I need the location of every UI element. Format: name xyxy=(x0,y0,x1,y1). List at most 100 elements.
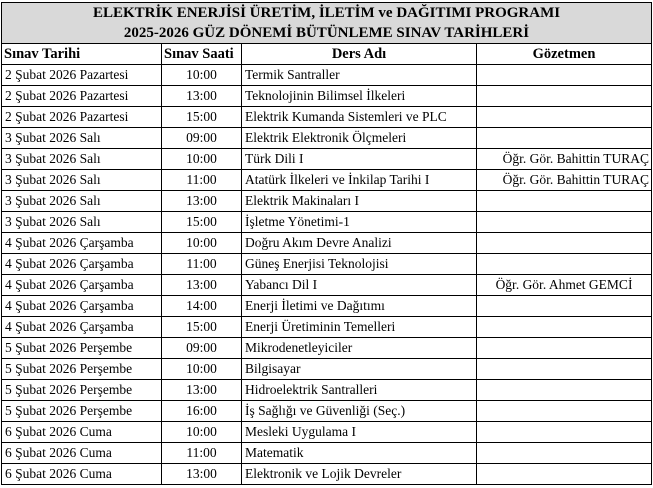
cell-time: 10:00 xyxy=(161,358,242,380)
cell-proctor xyxy=(475,85,653,107)
cell-proctor xyxy=(475,190,653,212)
cell-course: Bilgisayar xyxy=(241,358,477,380)
cell-date: 6 Şubat 2026 Cuma xyxy=(1,442,162,464)
cell-proctor xyxy=(475,232,653,254)
table-row: 6 Şubat 2026 Cuma 10:00 Mesleki Uygulama I xyxy=(1,421,653,443)
cell-course: İşletme Yönetimi-1 xyxy=(241,211,477,233)
table-row: 6 Şubat 2026 Cuma 13:00 Elektronik ve Loji… xyxy=(1,463,653,485)
cell-time: 11:00 xyxy=(161,442,242,464)
cell-proctor xyxy=(475,106,653,128)
cell-date: 4 Şubat 2026 Çarşamba xyxy=(1,274,162,296)
cell-proctor xyxy=(475,64,653,86)
table-row: 3 Şubat 2026 Salı 10:00 Türk Dili I Öğr. Gö… xyxy=(1,148,653,170)
cell-date: 4 Şubat 2026 Çarşamba xyxy=(1,295,162,317)
cell-time: 13:00 xyxy=(161,463,242,485)
title-line-1: ELEKTRİK ENERJİSİ ÜRETİM, İLETİM ve DAĞI… xyxy=(0,2,653,23)
table-row: 3 Şubat 2026 Salı 15:00 İşletme Yönetimi-1 xyxy=(1,211,653,233)
cell-date: 3 Şubat 2026 Salı xyxy=(1,127,162,149)
cell-date: 5 Şubat 2026 Perşembe xyxy=(1,400,162,422)
cell-time: 09:00 xyxy=(161,127,242,149)
table-row: 3 Şubat 2026 Salı 11:00 Atatürk İlkeleri v… xyxy=(1,169,653,191)
cell-time: 11:00 xyxy=(161,253,242,275)
cell-date: 3 Şubat 2026 Salı xyxy=(1,190,162,212)
cell-date: 5 Şubat 2026 Perşembe xyxy=(1,337,162,359)
cell-course: Atatürk İlkeleri ve İnkilap Tarihi I xyxy=(241,169,477,191)
cell-date: 6 Şubat 2026 Cuma xyxy=(1,421,162,443)
cell-time: 10:00 xyxy=(161,148,242,170)
cell-time: 15:00 xyxy=(161,106,242,128)
cell-course: Matematik xyxy=(241,442,477,464)
cell-proctor: Öğr. Gör. Ahmet GEMCİ xyxy=(475,274,653,296)
cell-proctor: Öğr. Gör. Bahittin TURAÇ xyxy=(475,148,653,170)
title-line-2: 2025-2026 GÜZ DÖNEMİ BÜTÜNLEME SINAV TAR… xyxy=(0,23,653,44)
cell-proctor xyxy=(475,127,653,149)
cell-time: 15:00 xyxy=(161,316,242,338)
cell-date: 4 Şubat 2026 Çarşamba xyxy=(1,253,162,275)
header-course: Ders Adı xyxy=(241,43,477,65)
cell-proctor xyxy=(475,421,653,443)
cell-time: 14:00 xyxy=(161,295,242,317)
cell-course: Türk Dili I xyxy=(241,148,477,170)
cell-proctor xyxy=(475,442,653,464)
cell-date: 3 Şubat 2026 Salı xyxy=(1,169,162,191)
cell-time: 13:00 xyxy=(161,379,242,401)
table-row: 4 Şubat 2026 Çarşamba 11:00 Güneş Enerjisi… xyxy=(1,253,653,275)
cell-time: 09:00 xyxy=(161,337,242,359)
cell-date: 5 Şubat 2026 Perşembe xyxy=(1,358,162,380)
cell-time: 13:00 xyxy=(161,274,242,296)
cell-date: 3 Şubat 2026 Salı xyxy=(1,211,162,233)
cell-proctor xyxy=(475,379,653,401)
cell-time: 13:00 xyxy=(161,85,242,107)
cell-time: 16:00 xyxy=(161,400,242,422)
cell-course: Teknolojinin Bilimsel İlkeleri xyxy=(241,85,477,107)
cell-course: Hidroelektrik Santralleri xyxy=(241,379,477,401)
cell-proctor: Öğr. Gör. Bahittin TURAÇ xyxy=(475,169,653,191)
header-time: Sınav Saati xyxy=(161,43,242,65)
table-row: 5 Şubat 2026 Perşembe 13:00 Hidroelektrik … xyxy=(1,379,653,401)
cell-course: Doğru Akım Devre Analizi xyxy=(241,232,477,254)
table-row: 2 Şubat 2026 Pazartesi 10:00 Termik Santra… xyxy=(1,64,653,86)
cell-date: 2 Şubat 2026 Pazartesi xyxy=(1,106,162,128)
cell-course: Mesleki Uygulama I xyxy=(241,421,477,443)
cell-course: Mikrodenetleyiciler xyxy=(241,337,477,359)
cell-proctor xyxy=(475,358,653,380)
cell-course: Enerji Üretiminin Temelleri xyxy=(241,316,477,338)
cell-course: Elektrik Kumanda Sistemleri ve PLC xyxy=(241,106,477,128)
cell-time: 10:00 xyxy=(161,232,242,254)
cell-course: Güneş Enerjisi Teknolojisi xyxy=(241,253,477,275)
cell-time: 13:00 xyxy=(161,190,242,212)
cell-time: 10:00 xyxy=(161,421,242,443)
table-row: 5 Şubat 2026 Perşembe 09:00 Mikrodenetleyi… xyxy=(1,337,653,359)
cell-course: Elektrik Makinaları I xyxy=(241,190,477,212)
cell-time: 10:00 xyxy=(161,64,242,86)
cell-course: Elektrik Elektronik Ölçmeleri xyxy=(241,127,477,149)
cell-proctor xyxy=(475,400,653,422)
cell-course: Yabancı Dil I xyxy=(241,274,477,296)
table-row: 4 Şubat 2026 Çarşamba 10:00 Doğru Akım Dev… xyxy=(1,232,653,254)
cell-proctor xyxy=(475,316,653,338)
cell-course: Elektronik ve Lojik Devreler xyxy=(241,463,477,485)
table-row: 2 Şubat 2026 Pazartesi 15:00 Elektrik Kuma… xyxy=(1,106,653,128)
table-row: 3 Şubat 2026 Salı 09:00 Elektrik Elektroni… xyxy=(1,127,653,149)
cell-proctor xyxy=(475,337,653,359)
cell-date: 2 Şubat 2026 Pazartesi xyxy=(1,85,162,107)
table-row: 4 Şubat 2026 Çarşamba 15:00 Enerji Üretimi… xyxy=(1,316,653,338)
cell-time: 11:00 xyxy=(161,169,242,191)
table-row: 5 Şubat 2026 Perşembe 10:00 Bilgisayar xyxy=(1,358,653,380)
cell-time: 15:00 xyxy=(161,211,242,233)
cell-date: 3 Şubat 2026 Salı xyxy=(1,148,162,170)
table-row: 5 Şubat 2026 Perşembe 16:00 İş Sağlığı ve … xyxy=(1,400,653,422)
cell-proctor xyxy=(475,211,653,233)
header-proctor: Gözetmen xyxy=(475,43,653,65)
cell-proctor xyxy=(475,463,653,485)
table-row: 3 Şubat 2026 Salı 13:00 Elektrik Makinalar… xyxy=(1,190,653,212)
cell-date: 4 Şubat 2026 Çarşamba xyxy=(1,232,162,254)
cell-course: Termik Santraller xyxy=(241,64,477,86)
cell-course: Enerji İletimi ve Dağıtımı xyxy=(241,295,477,317)
table-row: 2 Şubat 2026 Pazartesi 13:00 Teknolojinin … xyxy=(1,85,653,107)
cell-course: İş Sağlığı ve Güvenliği (Seç.) xyxy=(241,400,477,422)
header-date: Sınav Tarihi xyxy=(1,43,162,65)
cell-proctor xyxy=(475,295,653,317)
